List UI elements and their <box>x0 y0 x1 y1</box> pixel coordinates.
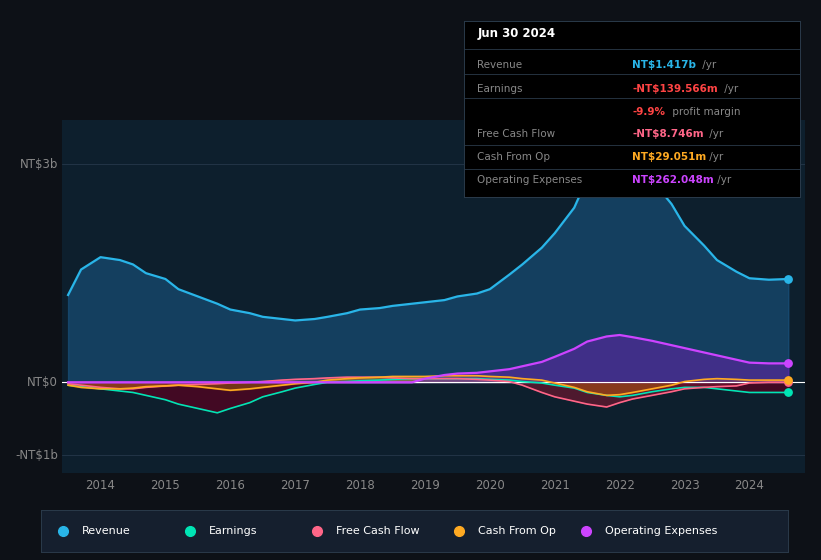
Text: -NT$139.566m: -NT$139.566m <box>632 83 718 94</box>
Text: NT$29.051m: NT$29.051m <box>632 152 706 162</box>
Text: Operating Expenses: Operating Expenses <box>477 175 583 185</box>
Text: Jun 30 2024: Jun 30 2024 <box>477 26 556 40</box>
Text: /yr: /yr <box>721 83 738 94</box>
Point <box>782 274 795 283</box>
Text: profit margin: profit margin <box>669 106 741 116</box>
Text: Cash From Op: Cash From Op <box>478 526 556 535</box>
Text: -9.9%: -9.9% <box>632 106 665 116</box>
Text: Revenue: Revenue <box>82 526 131 535</box>
Text: Operating Expenses: Operating Expenses <box>605 526 718 535</box>
Point <box>782 388 795 397</box>
Text: Earnings: Earnings <box>477 83 523 94</box>
Text: /yr: /yr <box>706 152 723 162</box>
Text: /yr: /yr <box>699 60 716 70</box>
Text: NT$1.417b: NT$1.417b <box>632 60 696 70</box>
Text: Revenue: Revenue <box>477 60 522 70</box>
Text: Cash From Op: Cash From Op <box>477 152 550 162</box>
Text: /yr: /yr <box>706 129 723 139</box>
Text: NT$0: NT$0 <box>27 376 57 389</box>
Point <box>782 378 795 387</box>
Text: NT$262.048m: NT$262.048m <box>632 175 714 185</box>
Text: -NT$8.746m: -NT$8.746m <box>632 129 704 139</box>
Point <box>782 359 795 368</box>
Point <box>782 376 795 385</box>
Text: Free Cash Flow: Free Cash Flow <box>477 129 556 139</box>
Text: -NT$1b: -NT$1b <box>15 449 57 461</box>
Text: /yr: /yr <box>713 175 731 185</box>
Text: NT$3b: NT$3b <box>20 157 57 171</box>
Text: Earnings: Earnings <box>209 526 258 535</box>
Text: Free Cash Flow: Free Cash Flow <box>336 526 420 535</box>
